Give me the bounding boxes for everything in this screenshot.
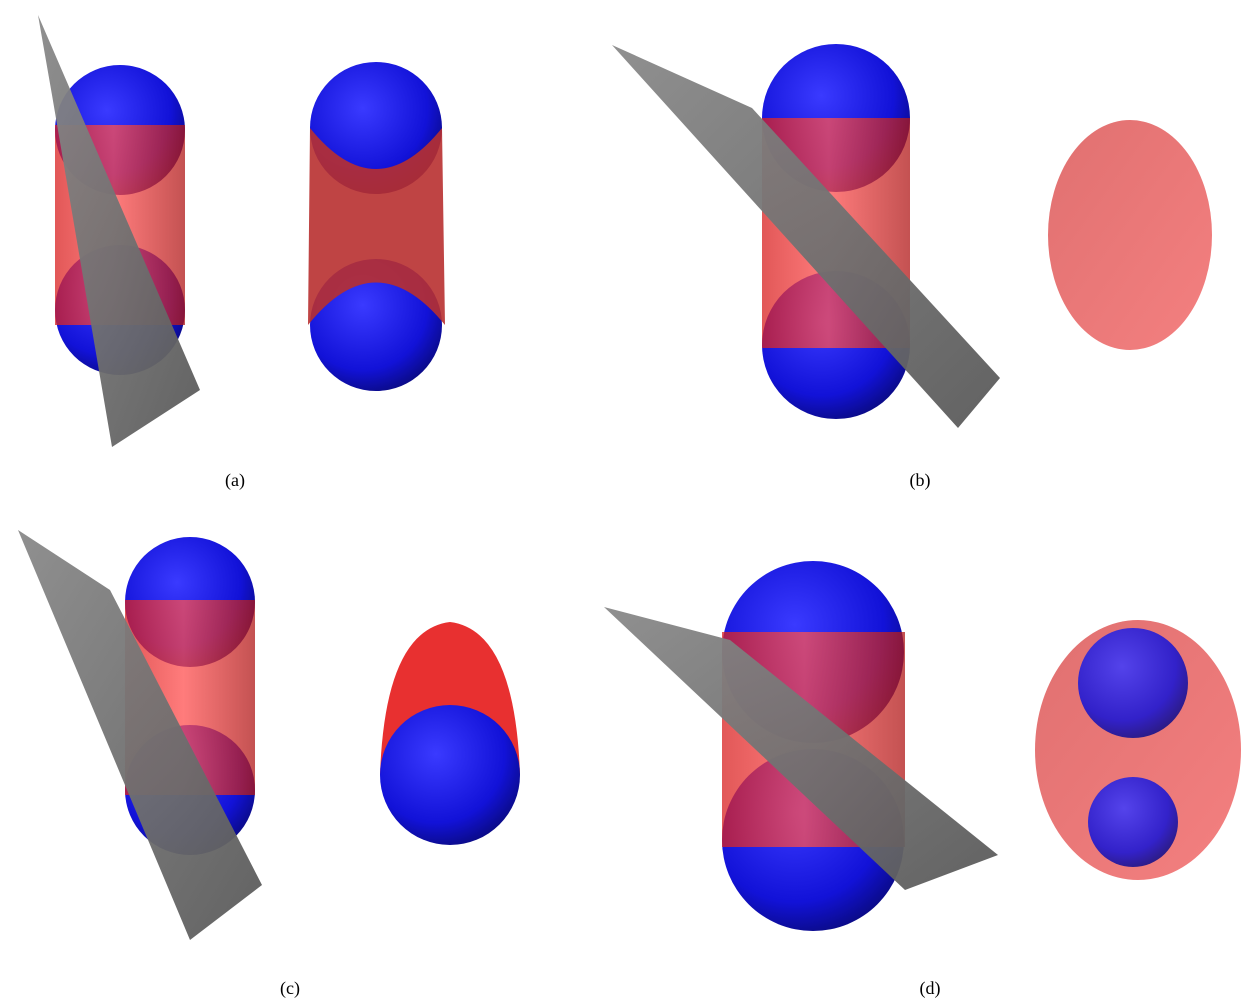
panel-label: (a) [225,470,245,491]
panel-label: (c) [280,978,300,999]
sphere [380,705,520,845]
sphere-section [1088,777,1178,867]
cross-section [1048,120,1212,350]
figure: (a) (b) (c) (d) [0,0,1248,1007]
panel-c: (c) [18,530,520,999]
sphere-section [1078,628,1188,738]
panel-a: (a) [38,15,445,491]
panel-d: (d) [604,561,1241,999]
panel-label: (d) [920,978,941,999]
panel-b: (b) [612,44,1212,491]
panel-label: (b) [910,470,931,491]
